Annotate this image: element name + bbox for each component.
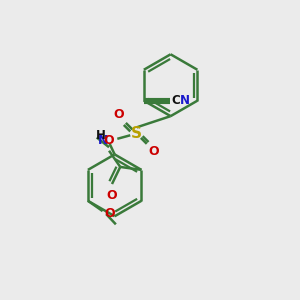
- Text: C: C: [172, 94, 180, 106]
- Text: N: N: [98, 134, 109, 147]
- Text: N: N: [180, 94, 190, 106]
- Text: O: O: [103, 134, 114, 147]
- Text: S: S: [131, 126, 142, 141]
- Text: O: O: [104, 207, 115, 220]
- Text: O: O: [148, 145, 159, 158]
- Text: O: O: [106, 189, 117, 202]
- Text: H: H: [96, 129, 106, 142]
- Text: O: O: [114, 109, 124, 122]
